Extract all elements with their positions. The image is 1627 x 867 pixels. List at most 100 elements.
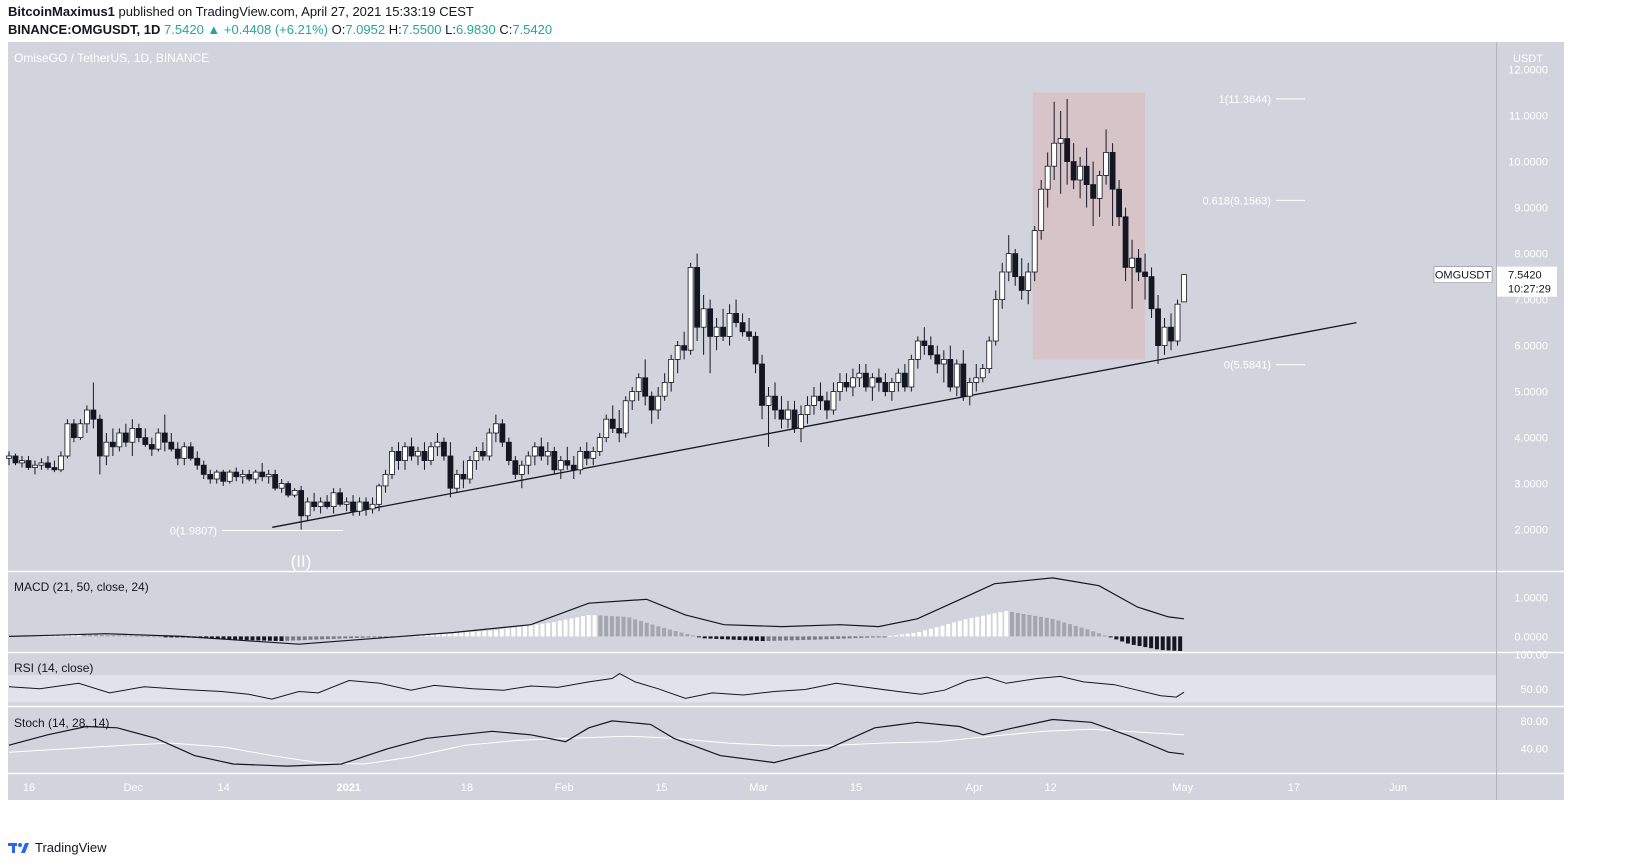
candle-body xyxy=(518,464,525,475)
candle xyxy=(798,405,804,443)
candle xyxy=(531,442,538,466)
macd-hist-bar xyxy=(876,636,881,638)
macd-hist-bar xyxy=(853,636,858,639)
candle-body xyxy=(622,400,629,434)
y-tick-label: 2.0000 xyxy=(1514,525,1548,537)
candle xyxy=(629,387,636,410)
close-label: C: xyxy=(499,22,513,37)
candle-body xyxy=(655,395,662,411)
x-tick-label: 2021 xyxy=(336,782,360,794)
candle-body xyxy=(564,460,571,466)
x-tick-label: 16 xyxy=(23,782,35,794)
candle-body xyxy=(934,354,941,365)
candle-body xyxy=(285,483,292,496)
macd-hist-bar xyxy=(169,636,174,638)
macd-hist-bar xyxy=(105,634,110,637)
macd-hist-bar xyxy=(783,636,788,641)
candle-body xyxy=(32,464,38,468)
symbol-tag-label: OMGUSDT xyxy=(1435,270,1492,282)
candle xyxy=(694,253,701,341)
candle-body xyxy=(1142,271,1148,277)
candle xyxy=(785,400,791,429)
candle-body xyxy=(531,446,538,457)
candle xyxy=(421,442,428,470)
candle-body xyxy=(1174,303,1181,342)
candle-body xyxy=(986,340,993,370)
candle xyxy=(525,451,532,475)
rsi-line xyxy=(8,673,1185,700)
candle xyxy=(1181,274,1187,303)
candle-body xyxy=(304,501,311,517)
macd-hist-bar xyxy=(1021,613,1026,637)
footer-brand[interactable]: TradingView xyxy=(35,840,107,855)
macd-hist-bar xyxy=(540,623,545,637)
candle-body xyxy=(330,492,337,507)
x-tick-label: Dec xyxy=(123,782,143,794)
candle-body xyxy=(901,372,908,388)
macd-hist-bar xyxy=(563,619,568,637)
macd-hist-bar xyxy=(244,636,249,640)
macd-hist-bar xyxy=(749,636,754,641)
candle-body xyxy=(785,409,791,420)
candle-body xyxy=(888,381,895,392)
candle-body xyxy=(486,432,493,457)
macd-hist-bar xyxy=(720,636,725,640)
candle-body xyxy=(382,473,389,487)
candle xyxy=(220,469,227,486)
footer: TradingView xyxy=(8,840,107,855)
y-tick-label: 8.0000 xyxy=(1514,249,1548,261)
candle-body xyxy=(648,395,655,411)
high-label: H: xyxy=(388,22,402,37)
countdown-label: 10:27:29 xyxy=(1508,284,1551,296)
macd-hist-bar xyxy=(302,636,307,641)
author-name[interactable]: BitcoinMaximus1 xyxy=(8,4,115,19)
candle xyxy=(992,290,999,346)
candle-body xyxy=(765,395,772,406)
candle xyxy=(1018,258,1025,300)
candle xyxy=(376,483,382,512)
candle xyxy=(973,364,980,392)
candle xyxy=(882,373,889,397)
macd-hist-bar xyxy=(731,636,736,640)
candle-body xyxy=(824,400,830,411)
macd-hist-bar xyxy=(238,636,243,640)
candle xyxy=(382,469,389,493)
candle-body xyxy=(1129,257,1135,268)
macd-hist-bar xyxy=(818,636,823,640)
candle-body xyxy=(843,381,850,388)
candle xyxy=(752,331,759,374)
candle-body xyxy=(927,345,934,356)
candle xyxy=(304,497,311,521)
macd-hist-bar xyxy=(522,626,527,637)
stoch-label: Stoch (14, 28, 14) xyxy=(14,716,109,730)
candle-body xyxy=(479,450,486,457)
candle xyxy=(109,428,116,456)
rsi-band xyxy=(8,675,1496,703)
macd-hist-bar xyxy=(737,636,742,640)
candle-body xyxy=(895,372,902,383)
candle-body xyxy=(96,418,103,457)
macd-hist-bar xyxy=(430,634,435,637)
x-tick-label: Mar xyxy=(749,782,768,794)
candle xyxy=(616,410,623,443)
macd-hist-bar xyxy=(476,631,481,637)
y-tick-label: 3.0000 xyxy=(1514,479,1548,491)
candle-body xyxy=(811,395,817,406)
macd-hist-bar xyxy=(314,636,319,640)
candle xyxy=(674,341,681,374)
candle xyxy=(564,446,571,470)
candle xyxy=(207,469,214,484)
candle-body xyxy=(1064,138,1071,163)
candle-body xyxy=(908,358,915,388)
candle-body xyxy=(239,473,246,478)
candle-body xyxy=(148,444,155,450)
macd-hist-bar xyxy=(1137,636,1142,647)
candle xyxy=(765,387,772,447)
candle-body xyxy=(116,432,123,448)
stoch-tick-label: 40.00 xyxy=(1520,744,1548,756)
candle-body xyxy=(135,427,142,438)
candle-body xyxy=(317,501,324,507)
candle xyxy=(583,442,590,466)
candle-body xyxy=(226,471,233,482)
